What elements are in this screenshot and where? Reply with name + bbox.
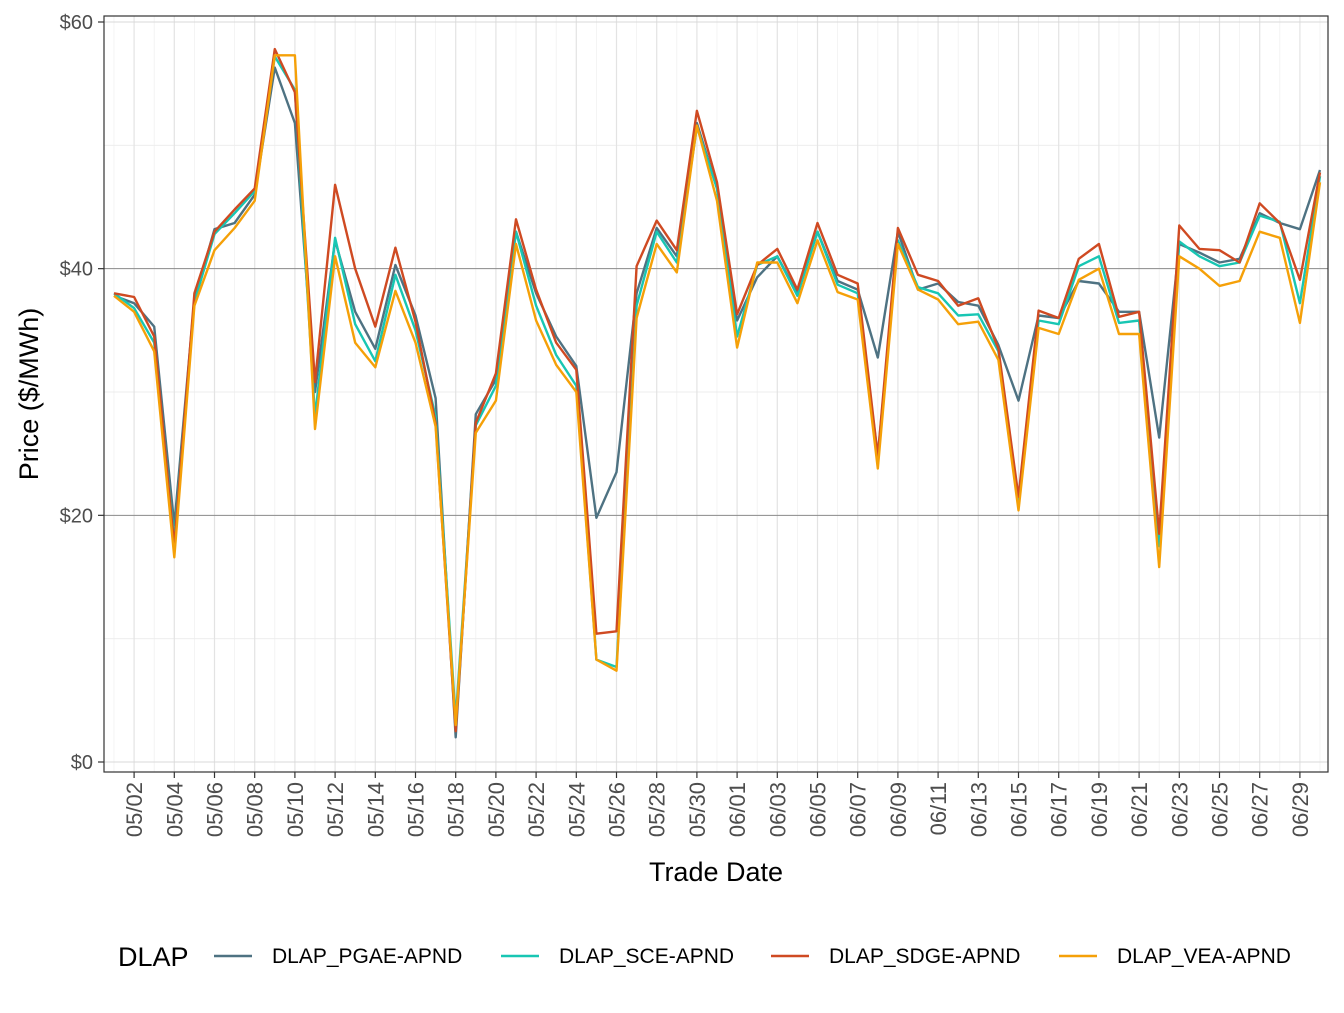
x-tick-label: 06/21 xyxy=(1127,782,1152,837)
y-axis-title: Price ($/MWh) xyxy=(14,308,44,481)
x-tick-label: 06/17 xyxy=(1047,782,1072,837)
x-tick-label: 05/28 xyxy=(645,782,670,837)
y-tick-label: $60 xyxy=(60,12,93,34)
x-tick-label: 06/05 xyxy=(806,782,831,837)
legend-label: DLAP_PGAE-APND xyxy=(272,945,462,968)
grid-minor xyxy=(104,16,1328,772)
series-lines xyxy=(113,47,1322,739)
legend: DLAP DLAP_PGAE-APND DLAP_SCE-APND DLAP_SDG… xyxy=(118,942,1291,972)
x-tick-label: 06/25 xyxy=(1208,782,1233,837)
y-axis: $0 $20 $40 $60 xyxy=(60,12,104,774)
x-tick-label: 06/19 xyxy=(1087,782,1112,837)
legend-title: DLAP xyxy=(118,942,189,972)
x-tick-label: 06/23 xyxy=(1167,782,1192,837)
series-line-dlap-sdge-apnd xyxy=(113,47,1322,733)
x-axis: 05/02 05/04 05/06 05/08 05/10 05/12 05/14 05/16… xyxy=(122,772,1313,837)
x-tick-label: 06/15 xyxy=(1007,782,1032,837)
y-tick-label: $20 xyxy=(60,505,93,527)
x-tick-label: 05/20 xyxy=(484,782,509,837)
x-tick-label: 05/04 xyxy=(162,782,187,837)
x-tick-label: 05/06 xyxy=(203,782,228,837)
x-tick-label: 06/27 xyxy=(1248,782,1273,837)
x-tick-label: 05/14 xyxy=(363,782,388,837)
x-tick-label: 06/29 xyxy=(1288,782,1313,837)
x-tick-label: 05/30 xyxy=(685,782,710,837)
x-tick-label: 06/11 xyxy=(926,782,951,835)
grid-major xyxy=(104,16,1328,772)
x-tick-label: 05/26 xyxy=(605,782,630,837)
x-tick-label: 05/16 xyxy=(404,782,429,837)
x-tick-label: 06/09 xyxy=(886,782,911,837)
x-tick-label: 06/13 xyxy=(966,782,991,837)
x-tick-label: 05/12 xyxy=(323,782,348,837)
x-tick-label: 05/10 xyxy=(283,782,308,837)
legend-label: DLAP_SCE-APND xyxy=(559,945,734,968)
y-tick-label: $0 xyxy=(71,752,93,774)
y-tick-label: $40 xyxy=(60,259,93,281)
x-tick-label: 06/03 xyxy=(765,782,790,837)
x-tick-label: 06/01 xyxy=(725,782,750,837)
x-tick-label: 05/24 xyxy=(564,782,589,837)
x-tick-label: 05/22 xyxy=(524,782,549,837)
x-tick-label: 05/02 xyxy=(122,782,147,837)
series-line-dlap-vea-apnd xyxy=(113,54,1322,727)
x-tick-label: 05/18 xyxy=(444,782,469,837)
legend-label: DLAP_SDGE-APND xyxy=(829,945,1020,968)
x-tick-label: 05/08 xyxy=(243,782,268,837)
x-tick-label: 06/07 xyxy=(846,782,871,837)
legend-label: DLAP_VEA-APND xyxy=(1117,945,1291,968)
x-axis-title: Trade Date xyxy=(649,857,783,887)
panel-border xyxy=(103,15,1329,773)
